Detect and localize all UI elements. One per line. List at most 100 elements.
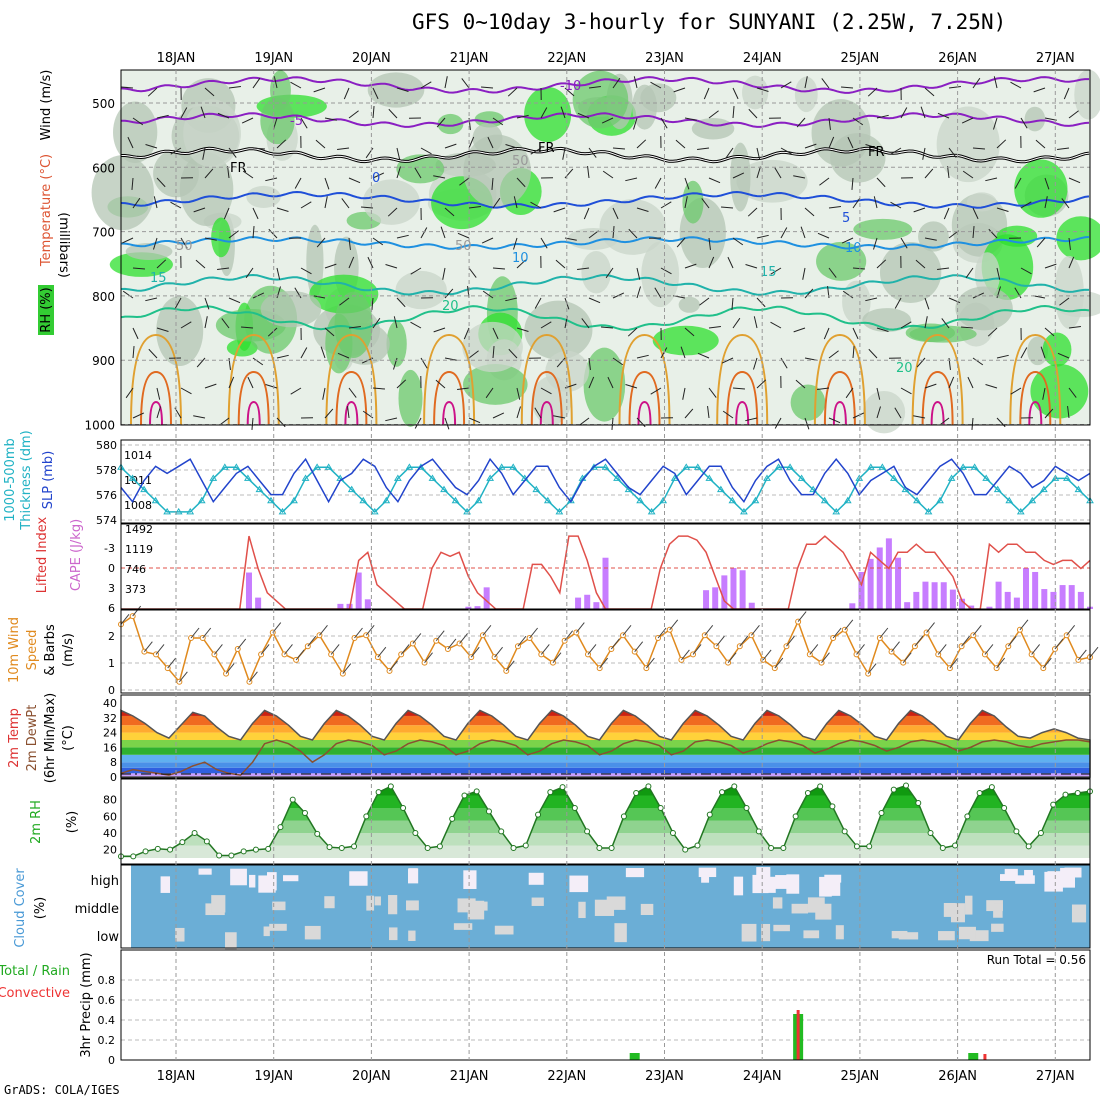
wind-barb — [200, 106, 206, 119]
wind-barb — [972, 147, 985, 150]
wind-barb — [223, 207, 230, 220]
cloud-patch — [698, 867, 717, 878]
cloud-patch — [993, 903, 1003, 918]
top-date-label: 21JAN — [450, 51, 489, 66]
wind-barb — [204, 237, 217, 241]
slp-tick-label: 1008 — [124, 499, 152, 512]
wind-barb-10m — [645, 657, 655, 669]
wind-barb — [324, 263, 337, 269]
wind-barbs-label: & Barbs — [43, 624, 58, 676]
wind-barb — [481, 86, 494, 89]
wind-barb — [913, 415, 926, 419]
wind-barb — [660, 201, 672, 209]
thickness-line-marker — [174, 507, 183, 515]
cloud-patch — [773, 924, 790, 932]
cape-bar — [465, 606, 472, 609]
rh-shading — [632, 84, 657, 130]
wind-barb — [732, 172, 745, 179]
wind-barb — [444, 417, 450, 430]
rh-line-marker — [768, 845, 775, 851]
wind-barb — [507, 87, 518, 97]
wind-barb — [267, 327, 278, 337]
wind-barb — [174, 297, 182, 309]
thickness-line-marker — [451, 496, 460, 504]
wind-barb — [396, 147, 401, 160]
wind-barb — [867, 87, 878, 97]
wind-barb — [708, 110, 719, 119]
thickness-line-marker — [693, 463, 702, 470]
wind-barb — [347, 406, 350, 419]
cloud-patch — [249, 874, 256, 888]
wind-barb — [540, 107, 548, 119]
wind-barb — [513, 237, 518, 250]
wind-barb — [540, 237, 548, 249]
wind-barb — [300, 347, 308, 359]
minmax-label: (6hr Min/Max) — [43, 693, 58, 783]
wind-barb — [865, 297, 878, 302]
wind-barb — [894, 407, 902, 419]
wind-barb — [132, 327, 139, 340]
thickness-line-marker — [740, 507, 748, 515]
wind-barb — [612, 357, 624, 366]
wind-barb — [819, 177, 830, 186]
thickness-tick-label: 580 — [96, 439, 117, 452]
thickness-tick-label: 576 — [96, 489, 117, 502]
wind-barb — [972, 77, 981, 89]
thickness-line-marker — [543, 496, 552, 504]
rh-line-marker — [608, 845, 615, 851]
wind-barb — [699, 297, 710, 306]
thickness-tick-label: 578 — [96, 464, 117, 477]
wind-barb — [156, 327, 169, 332]
wind-barb-10m — [622, 624, 632, 636]
wind-barb-10m — [891, 641, 900, 652]
isotherm-25-loop — [716, 333, 769, 426]
rh-line-marker — [473, 788, 480, 795]
wind-barb — [468, 136, 475, 149]
wind-barb — [612, 207, 619, 220]
wind-barb — [601, 117, 614, 124]
wind-barb — [247, 376, 254, 389]
wind-barb — [313, 87, 326, 93]
wind-barb-10m — [856, 644, 865, 655]
wind-barb — [965, 267, 974, 279]
pressure-tick-label: 800 — [92, 290, 115, 304]
wind-barb — [420, 81, 432, 89]
cape-bar — [584, 594, 591, 609]
panel-frame — [120, 69, 1091, 426]
rh-tick: 40 — [103, 827, 117, 840]
wind-barb — [607, 376, 614, 389]
thickness-line-marker — [890, 474, 898, 481]
wind-barb — [796, 117, 806, 128]
thickness-line-marker — [670, 474, 679, 481]
rh-line-marker — [1074, 790, 1081, 796]
isotherm-30-loop — [433, 370, 466, 426]
thickness-line-marker — [636, 496, 644, 504]
wind-barb — [313, 295, 326, 299]
rh-shading — [1014, 159, 1068, 218]
wind-barb — [343, 87, 350, 100]
rh-line-marker — [1062, 791, 1069, 798]
wind-barb — [971, 417, 974, 430]
cloud-patch — [938, 931, 955, 941]
wind-barb — [588, 376, 595, 389]
thickness-line-marker — [197, 496, 206, 504]
wind-barb — [793, 175, 806, 179]
wind-barb-10m — [564, 630, 574, 642]
wind-barb — [132, 197, 141, 209]
wind-barb — [145, 144, 158, 149]
wind-barb — [148, 348, 158, 359]
wind-barb-10m — [214, 644, 223, 655]
wind-barb — [121, 86, 134, 89]
chart-title: GFS 0~10day 3-hourly for SUNYANI (2.25W,… — [412, 10, 1007, 34]
temp-band — [121, 747, 1090, 755]
wind-barb-10m — [494, 646, 503, 658]
wind-barb — [180, 321, 192, 329]
wind-barb — [708, 177, 721, 184]
wind-barb — [153, 196, 158, 209]
cloud-patch — [374, 896, 381, 906]
wind-barb — [588, 147, 597, 158]
wind-barb — [1059, 297, 1070, 306]
bottom-date-label: 21JAN — [450, 1069, 489, 1084]
rh-line-marker — [682, 846, 689, 853]
isotherm-35-loop — [930, 400, 945, 426]
